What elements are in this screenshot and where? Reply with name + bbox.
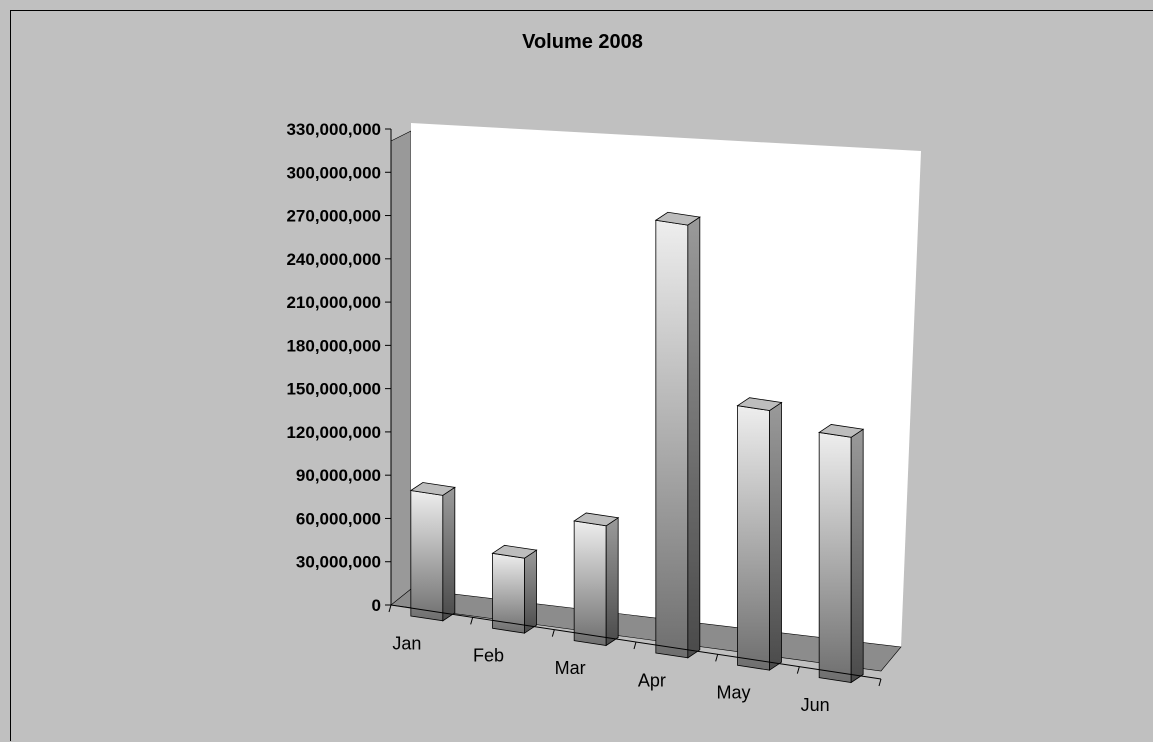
x-tick-label: Apr <box>638 670 666 690</box>
bar-front <box>573 520 607 646</box>
bar-side <box>524 549 537 634</box>
x-tick-mark <box>388 604 392 613</box>
x-tick-label: May <box>716 683 750 703</box>
x-axis: Jan Feb Mar Apr May Jun <box>388 604 882 715</box>
bar <box>818 424 865 684</box>
y-tick-label: 60,000,000 <box>296 509 381 528</box>
y-tick-label: 270,000,000 <box>286 207 381 226</box>
bars <box>409 211 865 684</box>
bar-side <box>850 428 864 684</box>
bar-top <box>573 512 620 527</box>
bar-top <box>818 424 865 438</box>
x-tick-mark <box>470 617 474 625</box>
bar-front <box>655 219 689 659</box>
bar <box>491 544 538 634</box>
y-tick-label: 330,000,000 <box>286 120 381 139</box>
chart-title: Volume 2008 <box>522 31 643 53</box>
x-tick-mark <box>796 666 800 674</box>
chart-svg: 0 30,000,000 60,000,000 90,000,000 120,000,0… <box>286 120 921 715</box>
bar-top <box>409 482 456 496</box>
bar-top <box>491 544 538 559</box>
bar-front <box>818 431 852 683</box>
x-tick-label: Mar <box>555 658 586 678</box>
bar-top <box>654 211 701 226</box>
y-tick-label: 210,000,000 <box>286 293 381 312</box>
y-axis: 0 30,000,000 60,000,000 90,000,000 120,000,0… <box>286 120 392 615</box>
bar <box>409 482 456 622</box>
y-tick-label: 30,000,000 <box>296 553 381 572</box>
y-tick-label: 90,000,000 <box>296 466 381 485</box>
x-tick-label: Jun <box>801 695 830 715</box>
bar-front <box>737 405 770 671</box>
bar <box>736 397 783 671</box>
bar-side <box>769 401 782 671</box>
x-tick-mark <box>633 641 637 650</box>
y-tick-label: 120,000,000 <box>286 423 381 442</box>
y-tick-label: 240,000,000 <box>286 250 381 269</box>
bar-side <box>687 216 701 659</box>
bar-top <box>736 397 783 411</box>
chart-frame: Volume 2008 0 30,000,000 60,000,000 90,000,… <box>10 10 1153 741</box>
x-tick-mark <box>878 678 882 687</box>
x-tick-mark <box>715 654 719 662</box>
side-wall <box>390 130 412 606</box>
y-tick-label: 150,000,000 <box>286 380 381 399</box>
bar-side <box>442 486 456 622</box>
y-tick-label: 300,000,000 <box>286 163 381 182</box>
y-tick-label: 180,000,000 <box>286 336 381 355</box>
x-tick-mark <box>551 629 555 637</box>
x-tick-label: Feb <box>473 646 504 666</box>
bar-side <box>605 517 619 647</box>
bar <box>654 211 701 659</box>
bar <box>573 512 620 647</box>
y-tick-label: 0 <box>372 596 381 615</box>
bar-front <box>410 490 444 622</box>
x-tick-label: Jan <box>392 633 421 653</box>
